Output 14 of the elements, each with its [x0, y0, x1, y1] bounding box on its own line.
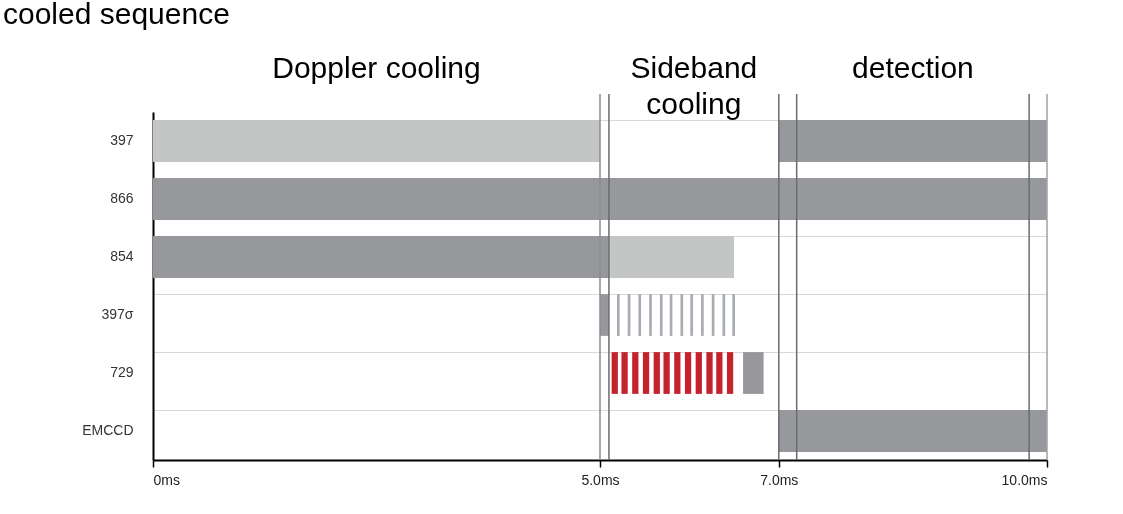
x-tick-label: 10.0ms	[1001, 471, 1048, 488]
annotation: Sideband cooling	[630, 51, 758, 120]
x-tick-label: 0ms	[153, 471, 180, 488]
y-tick-label: EMCCD	[82, 422, 134, 438]
y-tick-label: 397σ	[101, 306, 134, 322]
chart-title: cooled sequence	[3, 0, 230, 30]
text: Doppler cooling	[272, 51, 481, 84]
y-tick-label: 397	[110, 132, 134, 148]
y-tick-label: 866	[110, 190, 134, 206]
y-tick-label: 854	[110, 248, 134, 264]
x-tick-label: 7.0ms	[760, 471, 799, 488]
y-tick-label: 729	[110, 364, 134, 380]
text: detection	[852, 51, 974, 84]
x-tick-label: 5.0ms	[581, 471, 620, 488]
